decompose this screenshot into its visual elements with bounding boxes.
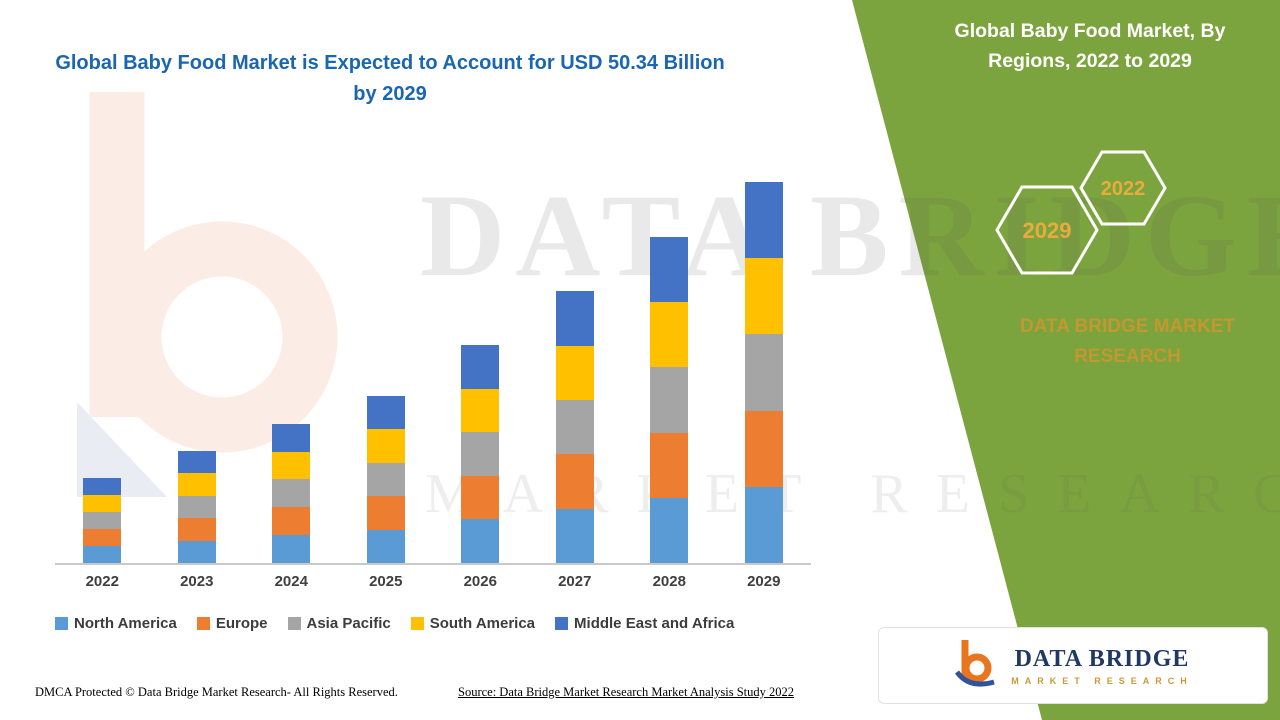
bar-segment-south-america — [744, 258, 783, 335]
hexagon-2029-shape — [995, 185, 1099, 275]
legend-item-south-america: South America — [410, 615, 536, 632]
x-tick-label-2025: 2025 — [369, 573, 403, 590]
bar-segment-asia-pacific — [744, 334, 783, 411]
legend-item-north-america: North America — [55, 615, 177, 632]
x-tick-label-2022: 2022 — [85, 573, 119, 590]
bar-segment-north-america — [744, 486, 783, 563]
bar-slot-2024 — [244, 423, 339, 563]
bar-segment-middle-east-and-africa — [744, 182, 783, 259]
x-tick-label-2029: 2029 — [747, 573, 781, 590]
bar-segment-europe — [461, 475, 500, 520]
legend-swatch — [55, 617, 68, 630]
bar-segment-north-america — [272, 535, 311, 563]
bar-segment-europe — [83, 529, 122, 547]
bar-segment-middle-east-and-africa — [461, 345, 500, 389]
bar-segment-south-america — [461, 388, 500, 433]
brand-wordmark: DATA BRIDGE MARKET RESEARCH — [1020, 316, 1235, 368]
bars-row — [55, 178, 811, 565]
bar-segment-south-america — [272, 451, 311, 480]
bar-segment-asia-pacific — [177, 495, 216, 519]
bar-segment-south-america — [177, 473, 216, 496]
bar-segment-north-america — [461, 519, 500, 563]
bar-2027 — [555, 291, 594, 563]
bar-2029 — [744, 182, 783, 563]
legend-swatch — [196, 617, 210, 630]
x-axis-labels: 2022 2023 2024 2025 2026 2027 2028 2029 — [55, 573, 811, 590]
legend-swatch — [410, 617, 424, 630]
bar-2026 — [461, 345, 500, 563]
bar-segment-asia-pacific — [83, 512, 122, 530]
bar-segment-south-america — [650, 302, 689, 368]
bar-segment-north-america — [366, 529, 405, 563]
legend-label: Asia Pacific — [306, 615, 391, 632]
bar-segment-south-america — [366, 429, 405, 463]
stacked-bar-chart: 2022 2023 2024 2025 2026 2027 2028 2029 — [55, 178, 811, 590]
bar-2028 — [650, 236, 689, 563]
bar-slot-2029 — [717, 182, 812, 563]
bar-segment-europe — [366, 496, 405, 530]
bar-segment-asia-pacific — [650, 367, 689, 433]
dmca-text: DMCA Protected © Data Bridge Market Rese… — [35, 685, 398, 699]
bar-segment-asia-pacific — [555, 400, 594, 455]
bar-segment-middle-east-and-africa — [177, 451, 216, 474]
legend-item-europe: Europe — [196, 615, 268, 632]
hexagon-2029-label: 2029 — [1023, 218, 1072, 243]
bar-segment-north-america — [177, 540, 216, 563]
legend-item-middle-east-and-africa: Middle East and Africa — [555, 615, 734, 632]
bar-segment-asia-pacific — [272, 479, 311, 508]
bar-segment-south-america — [555, 345, 594, 401]
data-bridge-logo-icon — [953, 637, 999, 694]
bar-segment-south-america — [83, 495, 122, 513]
bar-segment-middle-east-and-africa — [555, 291, 594, 346]
bar-2025 — [366, 395, 405, 563]
source-text: Source: Data Bridge Market Research Mark… — [458, 685, 795, 699]
bar-segment-middle-east-and-africa — [83, 478, 122, 496]
bar-2023 — [177, 451, 216, 563]
bar-segment-asia-pacific — [461, 432, 500, 476]
bar-segment-europe — [744, 410, 783, 487]
logo-text-block: DATA BRIDGE MARKET RESEARCH — [1011, 646, 1193, 686]
x-tick-label-2024: 2024 — [274, 573, 308, 590]
x-tick-label-2027: 2027 — [558, 573, 592, 590]
legend-label: South America — [429, 615, 536, 632]
bar-segment-north-america — [555, 508, 594, 563]
bar-segment-north-america — [650, 497, 689, 563]
main-title: Global Baby Food Market is Expected to A… — [55, 52, 725, 105]
bar-segment-middle-east-and-africa — [650, 236, 689, 303]
logo-name: DATA BRIDGE — [1014, 645, 1190, 672]
bar-slot-2027 — [528, 291, 623, 563]
legend-swatch — [555, 617, 569, 630]
bar-slot-2026 — [433, 345, 528, 563]
bar-segment-middle-east-and-africa — [366, 395, 405, 430]
bar-segment-europe — [555, 454, 594, 509]
hexagon-2022-label: 2022 — [1101, 178, 1146, 200]
bar-slot-2022 — [55, 478, 150, 563]
data-bridge-logo: DATA BRIDGE MARKET RESEARCH — [878, 627, 1268, 704]
bar-segment-middle-east-and-africa — [272, 423, 311, 452]
bar-segment-asia-pacific — [366, 462, 405, 497]
bar-2024 — [272, 423, 311, 563]
bar-slot-2028 — [622, 236, 717, 563]
bar-segment-europe — [650, 432, 689, 498]
hexagon-2022-shape — [1079, 150, 1167, 226]
logo-tagline: MARKET RESEARCH — [1011, 675, 1193, 686]
bar-segment-europe — [177, 518, 216, 541]
legend-swatch — [287, 617, 301, 630]
bar-2022 — [83, 478, 122, 563]
legend-label: Europe — [215, 615, 268, 632]
bar-segment-europe — [272, 507, 311, 536]
bar-slot-2025 — [339, 395, 434, 563]
legend-item-asia-pacific: Asia Pacific — [287, 615, 391, 632]
chart-legend: North America Europe Asia Pacific South Ame… — [55, 615, 855, 632]
x-tick-label-2023: 2023 — [180, 573, 214, 590]
legend-label: North America — [74, 615, 177, 632]
side-panel-title: Global Baby Food Market, By Regions, 202… — [954, 20, 1226, 73]
hexagon-badges: 2029 2022 — [995, 150, 1167, 275]
x-tick-label-2028: 2028 — [652, 573, 686, 590]
legend-label: Middle East and Africa — [574, 615, 735, 632]
bar-segment-north-america — [83, 546, 122, 563]
x-tick-label-2026: 2026 — [463, 573, 497, 590]
bar-slot-2023 — [150, 451, 245, 563]
